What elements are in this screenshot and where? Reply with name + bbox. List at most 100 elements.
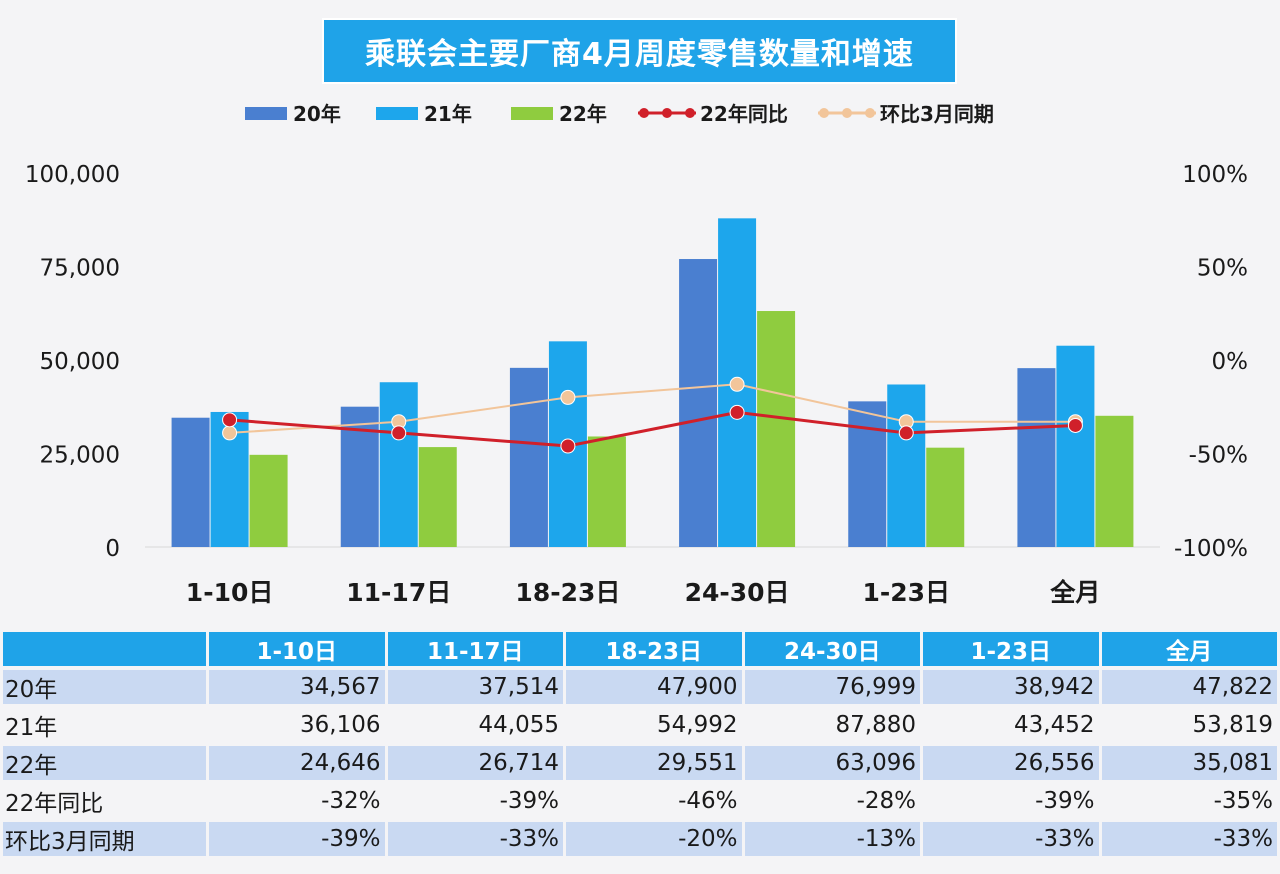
- table-cell: -39%: [209, 822, 385, 856]
- bar-22年-1-10日: [249, 454, 288, 547]
- legend-label: 22年: [559, 102, 607, 126]
- legend-marker-22年同比: [685, 108, 695, 118]
- point-环比3月同期-24-30日: [729, 376, 745, 392]
- table-row: 21年 36,106 44,055 54,992 87,880 43,452 5…: [3, 708, 1277, 742]
- y-left-tick-label: 0: [105, 536, 120, 562]
- bar-22年-1-23日: [926, 447, 965, 547]
- legend-swatch-22年: [511, 107, 553, 120]
- bar-21年-1-23日: [887, 384, 926, 547]
- bar-22年-24-30日: [757, 311, 796, 547]
- bar-20年-18-23日: [509, 367, 548, 547]
- x-tick-label: 1-10日: [186, 578, 274, 607]
- table-cell: 47,900: [566, 670, 742, 704]
- table-cell: 29,551: [566, 746, 742, 780]
- legend-swatch-20年: [245, 107, 287, 120]
- table-cell: 36,106: [209, 708, 385, 742]
- legend-marker-环比3月同期: [819, 108, 829, 118]
- point-环比3月同期-18-23日: [560, 389, 576, 405]
- table-row: 22年 24,646 26,714 29,551 63,096 26,556 3…: [3, 746, 1277, 780]
- legend-marker-22年同比: [639, 108, 649, 118]
- bar-22年-11-17日: [418, 447, 457, 547]
- chart-title: 乘联会主要厂商4月周度零售数量和增速: [322, 18, 957, 84]
- x-tick-label: 1-23日: [862, 578, 950, 607]
- bar-20年-全月: [1017, 368, 1056, 547]
- line-环比3月同期: [229, 383, 1076, 434]
- y-right-tick-label: 50%: [1197, 256, 1248, 282]
- bar-22年-全月: [1095, 415, 1134, 547]
- table-cell: 53,819: [1101, 708, 1277, 742]
- table-cell: 38,942: [923, 670, 1099, 704]
- table-header-row: 1-10日 11-17日 18-23日 24-30日 1-23日 全月: [3, 632, 1277, 666]
- table-header-cell: 11-17日: [387, 632, 563, 666]
- point-22年同比-11-17日: [391, 425, 407, 441]
- legend-marker-环比3月同期: [865, 108, 875, 118]
- bar-21年-11-17日: [379, 382, 418, 547]
- bar-21年-全月: [1056, 345, 1095, 547]
- y-left-tick-label: 75,000: [40, 256, 120, 282]
- table-row-label: 22年: [3, 746, 206, 780]
- y-right-tick-label: -100%: [1174, 536, 1248, 562]
- table-cell: 37,514: [387, 670, 563, 704]
- table-cell: -28%: [744, 784, 920, 818]
- legend-swatch-21年: [376, 107, 418, 120]
- table-cell: 87,880: [744, 708, 920, 742]
- table-header-cell: 1-10日: [209, 632, 385, 666]
- table-row-label: 21年: [3, 708, 206, 742]
- bar-20年-1-23日: [848, 401, 887, 547]
- point-22年同比-18-23日: [560, 438, 576, 454]
- y-right-tick-label: 100%: [1182, 162, 1248, 188]
- table-cell: -32%: [209, 784, 385, 818]
- table-header-cell: 1-23日: [923, 632, 1099, 666]
- table-row-label: 环比3月同期: [3, 822, 206, 856]
- table-corner-cell: [3, 632, 206, 666]
- table-cell: 54,992: [566, 708, 742, 742]
- table-cell: -46%: [566, 784, 742, 818]
- table-row: 环比3月同期 -39% -33% -20% -13% -33% -33%: [3, 822, 1277, 856]
- y-left-tick-label: 50,000: [40, 349, 120, 375]
- legend-label: 22年同比: [700, 102, 788, 126]
- y-left-tick-label: 25,000: [40, 443, 120, 469]
- table-cell: 26,714: [387, 746, 563, 780]
- legend-label: 21年: [424, 102, 472, 126]
- legend-marker-22年同比: [662, 108, 672, 118]
- table-header-cell: 全月: [1101, 632, 1277, 666]
- bar-22年-18-23日: [587, 436, 626, 547]
- table-cell: 76,999: [744, 670, 920, 704]
- table-row: 22年同比 -32% -39% -46% -28% -39% -35%: [3, 784, 1277, 818]
- legend-label: 20年: [293, 102, 341, 126]
- table-cell: -35%: [1101, 784, 1277, 818]
- table-cell: -33%: [1101, 822, 1277, 856]
- table-cell: 34,567: [209, 670, 385, 704]
- line-22年同比: [229, 410, 1076, 448]
- x-tick-label: 18-23日: [515, 578, 620, 607]
- legend-label: 环比3月同期: [880, 102, 994, 126]
- point-22年同比-24-30日: [729, 404, 745, 420]
- table-cell: 24,646: [209, 746, 385, 780]
- table-cell: 26,556: [923, 746, 1099, 780]
- table-cell: 44,055: [387, 708, 563, 742]
- point-22年同比-1-23日: [898, 425, 914, 441]
- point-环比3月同期-1-10日: [222, 425, 238, 441]
- table-row: 20年 34,567 37,514 47,900 76,999 38,942 4…: [3, 670, 1277, 704]
- table-cell: -13%: [744, 822, 920, 856]
- table-cell: 47,822: [1101, 670, 1277, 704]
- table-cell: 43,452: [923, 708, 1099, 742]
- table-header-cell: 18-23日: [566, 632, 742, 666]
- bar-20年-1-10日: [171, 417, 210, 547]
- point-22年同比-1-10日: [222, 412, 238, 428]
- chart-plot: 0 25,000 50,000 75,000 100,000 -100% -50% 0% 50%…: [25, 102, 1249, 607]
- table-cell: -33%: [387, 822, 563, 856]
- table-cell: -33%: [923, 822, 1099, 856]
- table-cell: -20%: [566, 822, 742, 856]
- table-cell: -39%: [923, 784, 1099, 818]
- legend-marker-环比3月同期: [842, 108, 852, 118]
- table-header-cell: 24-30日: [744, 632, 920, 666]
- y-right-tick-label: 0%: [1212, 349, 1249, 375]
- y-left-tick-label: 100,000: [25, 162, 120, 188]
- data-table: 1-10日 11-17日 18-23日 24-30日 1-23日 全月 20年 …: [0, 628, 1280, 860]
- y-right-tick-label: -50%: [1189, 443, 1248, 469]
- bar-20年-24-30日: [679, 259, 718, 547]
- table-cell: 63,096: [744, 746, 920, 780]
- table-row-label: 20年: [3, 670, 206, 704]
